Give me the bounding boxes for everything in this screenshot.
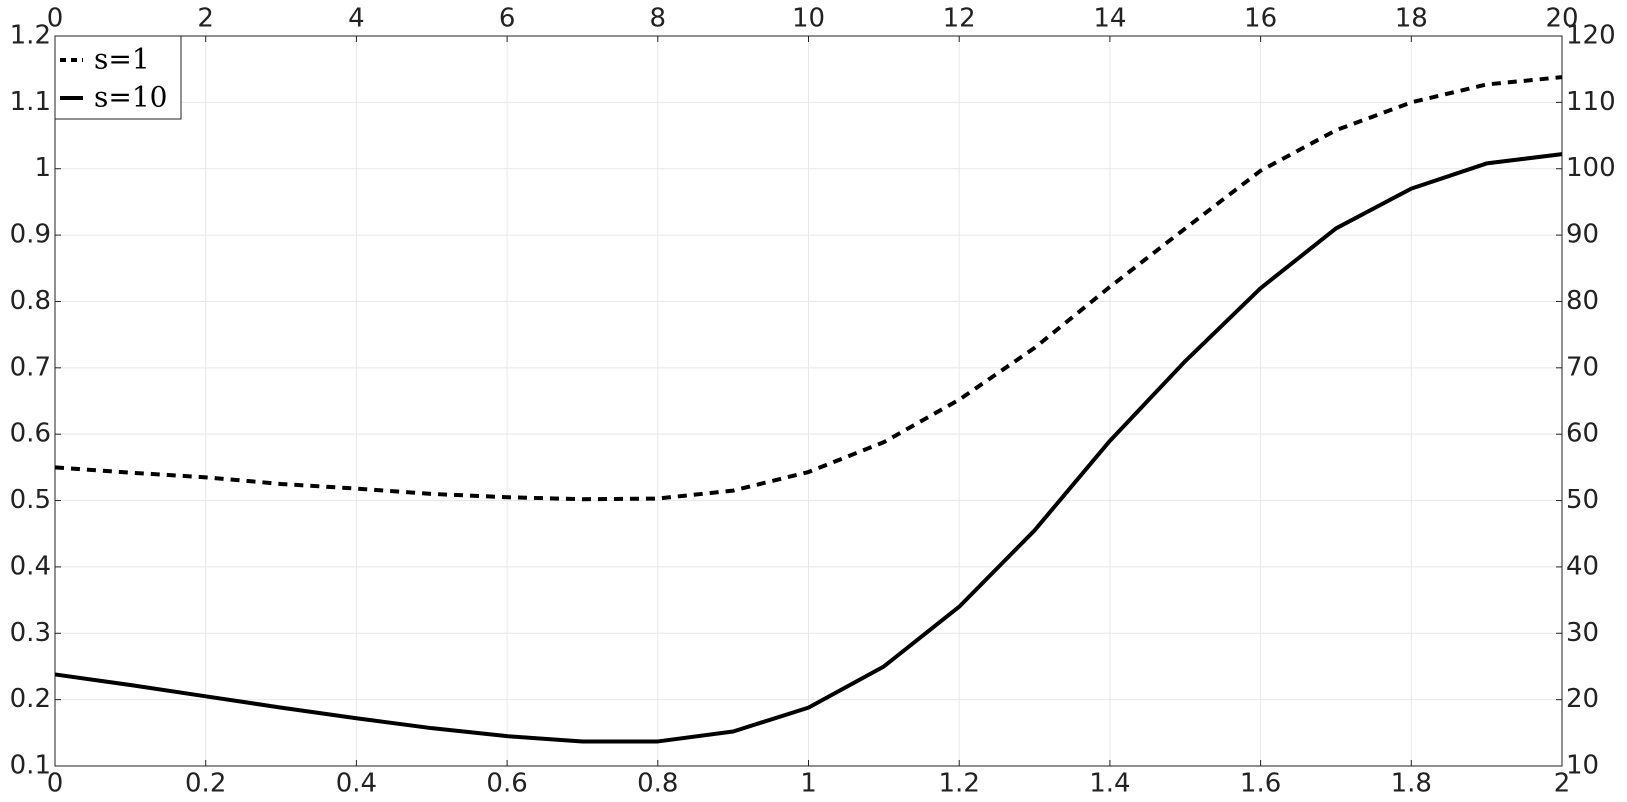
x-tick-label: 1.6 xyxy=(1240,769,1281,799)
y-tick-label: 0.6 xyxy=(10,419,51,449)
y2-tick-label: 30 xyxy=(1566,618,1599,648)
y2-tick-label: 20 xyxy=(1566,684,1599,714)
y2-tick-label: 120 xyxy=(1566,21,1616,51)
x2-tick-label: 10 xyxy=(792,4,825,34)
x-tick-label: 2 xyxy=(1554,769,1571,799)
x2-tick-label: 20 xyxy=(1545,4,1578,34)
x2-tick-label: 12 xyxy=(943,4,976,34)
x-tick-label: 0.6 xyxy=(486,769,527,799)
y-tick-label: 1 xyxy=(34,153,51,183)
x-tick-label: 1 xyxy=(800,769,817,799)
y-tick-label: 0.9 xyxy=(10,220,51,250)
y2-tick-label: 110 xyxy=(1566,87,1616,117)
y2-tick-label: 80 xyxy=(1566,286,1599,316)
x2-tick-label: 4 xyxy=(348,4,365,34)
legend-label: s=10 xyxy=(94,81,167,114)
y-tick-label: 1.2 xyxy=(10,21,51,51)
x-tick-label: 1.2 xyxy=(939,769,980,799)
x-tick-label: 1.8 xyxy=(1391,769,1432,799)
legend-label: s=1 xyxy=(94,43,150,76)
y-tick-label: 0.1 xyxy=(10,751,51,781)
x-tick-label: 0 xyxy=(47,769,64,799)
x-tick-label: 0.8 xyxy=(637,769,678,799)
y-tick-label: 0.8 xyxy=(10,286,51,316)
x2-tick-label: 6 xyxy=(499,4,516,34)
y2-tick-label: 40 xyxy=(1566,551,1599,581)
y-tick-label: 1.1 xyxy=(10,87,51,117)
y2-tick-label: 70 xyxy=(1566,352,1599,382)
y2-tick-label: 100 xyxy=(1566,153,1616,183)
x2-tick-label: 18 xyxy=(1395,4,1428,34)
plot-frame xyxy=(54,35,1563,767)
x2-tick-label: 16 xyxy=(1244,4,1277,34)
x2-tick-label: 0 xyxy=(47,4,64,34)
x-tick-label: 1.4 xyxy=(1089,769,1130,799)
x2-tick-label: 2 xyxy=(197,4,214,34)
y-tick-label: 0.5 xyxy=(10,485,51,515)
y-tick-label: 0.7 xyxy=(10,352,51,382)
y2-tick-label: 60 xyxy=(1566,419,1599,449)
line xyxy=(54,75,1563,502)
x2-tick-label: 8 xyxy=(650,4,667,34)
legend-box xyxy=(54,35,182,120)
x2-tick-label: 14 xyxy=(1093,4,1126,34)
y-tick-label: 0.3 xyxy=(10,618,51,648)
x-tick-label: 0.4 xyxy=(336,769,377,799)
y-tick-label: 0.4 xyxy=(10,551,51,581)
x-tick-label: 0.2 xyxy=(185,769,226,799)
y2-tick-label: 50 xyxy=(1566,485,1599,515)
line xyxy=(54,152,1563,744)
y-tick-label: 0.2 xyxy=(10,684,51,714)
y2-tick-label: 90 xyxy=(1566,220,1599,250)
y2-tick-label: 10 xyxy=(1566,751,1599,781)
